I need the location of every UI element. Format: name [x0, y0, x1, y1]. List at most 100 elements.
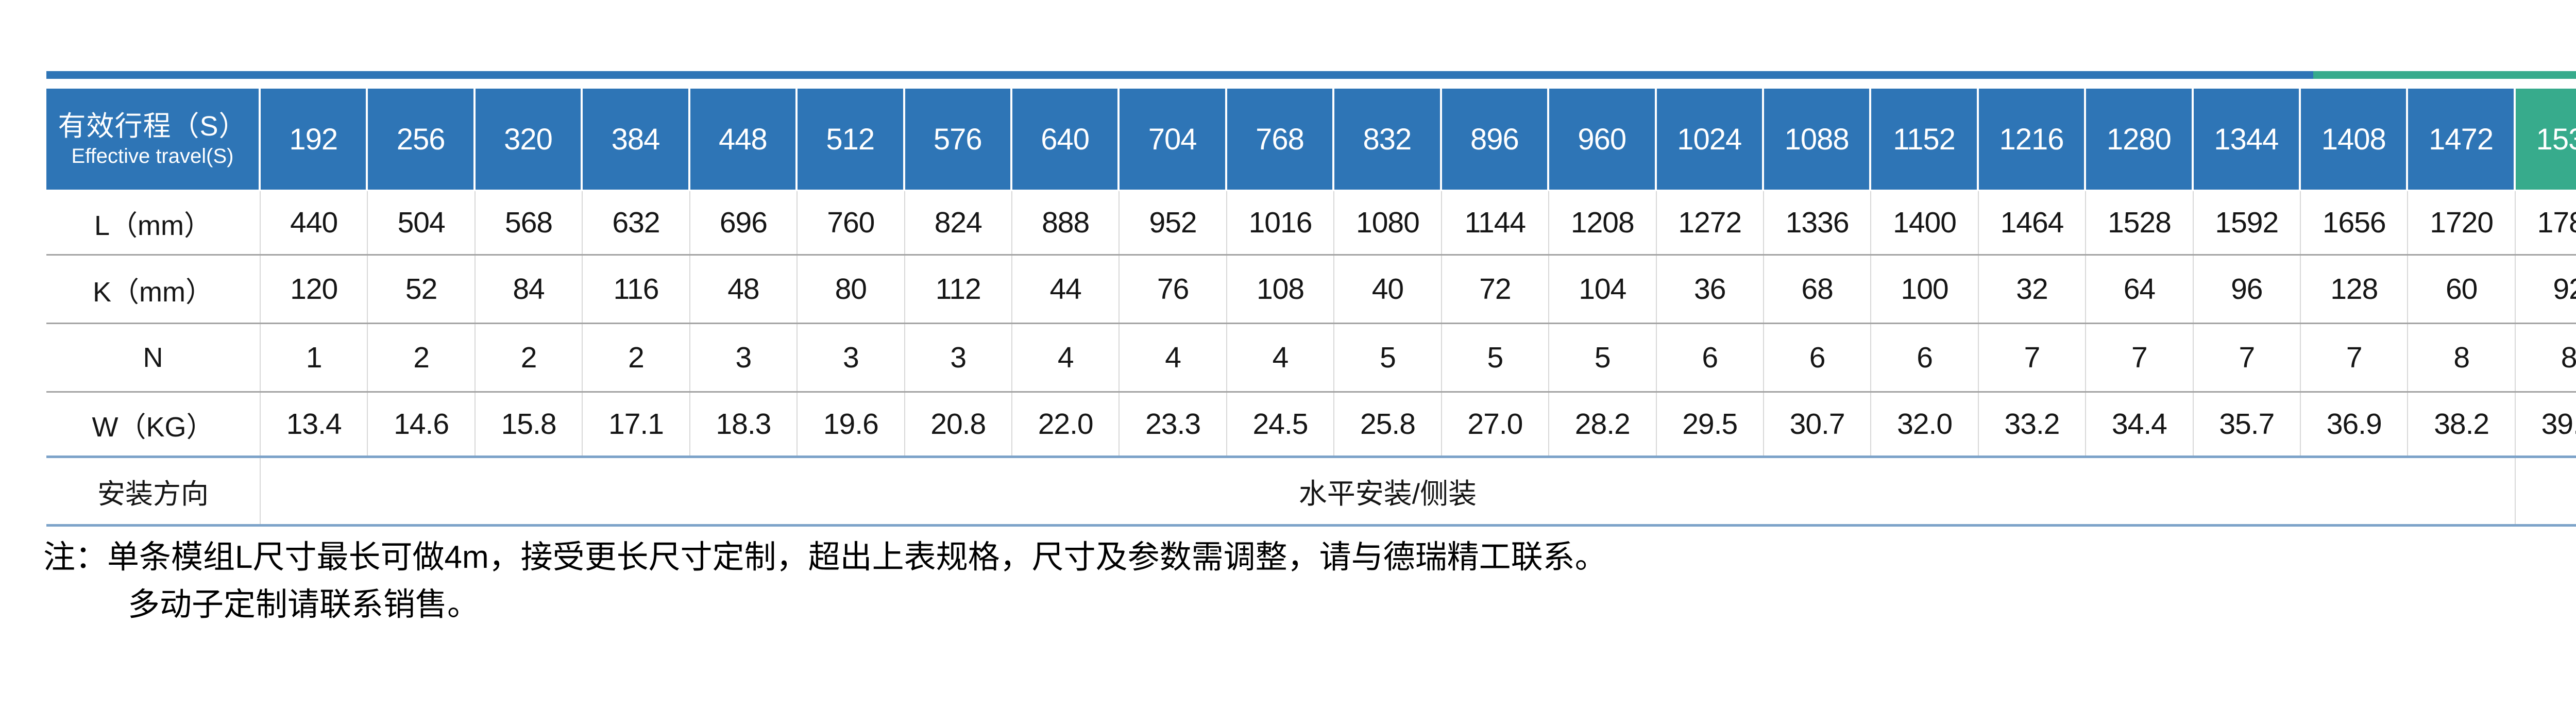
- header-label-zh: 有效行程（S）: [58, 110, 247, 142]
- cell-k-mm-704: 76: [1120, 256, 1227, 323]
- cell-n-1024: 6: [1656, 324, 1764, 391]
- cell-n-1280: 7: [2086, 324, 2194, 391]
- divider-strip-green: [2313, 71, 2576, 79]
- cell-k-mm-1152: 100: [1871, 256, 1979, 323]
- cell-n-1216: 7: [1978, 324, 2087, 391]
- mount-row: 安装方向 水平安装/侧装 侧装: [46, 458, 2576, 527]
- cell-w-kg-896: 27.0: [1442, 393, 1550, 456]
- cell-k-mm-1408: 128: [2301, 256, 2409, 323]
- header-cell-1088: 1088: [1764, 89, 1872, 190]
- header-cell-576: 576: [905, 89, 1012, 190]
- mount-cell-side: 侧装: [2515, 458, 2576, 524]
- cell-w-kg-1472: 38.2: [2408, 393, 2516, 456]
- cell-n-832: 5: [1334, 324, 1442, 391]
- table-row-w-kg: W（KG） 13.4 14.6 15.8 17.1 18.3 19.6 20.8 22.0 23.…: [46, 391, 2576, 458]
- cell-w-kg-320: 15.8: [475, 393, 583, 456]
- header-row: 有效行程（S） Effective travel(S) 192 256 320 384…: [46, 89, 2576, 190]
- cell-w-kg-192: 13.4: [261, 393, 368, 456]
- cell-n-192: 1: [261, 324, 368, 391]
- divider-strip-blue: [46, 71, 2313, 79]
- spec-table: 有效行程（S） Effective travel(S) 192 256 320 384…: [46, 89, 2576, 527]
- cell-n-640: 4: [1012, 324, 1120, 391]
- header-cell-1280: 1280: [2086, 89, 2194, 190]
- cell-l-mm-896: 1144: [1442, 191, 1550, 254]
- cell-k-mm-384: 116: [583, 256, 690, 323]
- cell-n-1472: 8: [2408, 324, 2516, 391]
- cell-k-mm-768: 108: [1227, 256, 1335, 323]
- cell-n-1088: 6: [1764, 324, 1872, 391]
- cell-n-448: 3: [690, 324, 798, 391]
- cell-n-1536: 8: [2515, 324, 2576, 391]
- header-cell-1024: 1024: [1656, 89, 1764, 190]
- row-label-w-kg: W（KG）: [46, 393, 261, 456]
- cell-w-kg-384: 17.1: [583, 393, 690, 456]
- cell-l-mm-1088: 1336: [1764, 191, 1872, 254]
- cell-l-mm-192: 440: [261, 191, 368, 254]
- cell-n-576: 3: [905, 324, 1012, 391]
- cell-l-mm-576: 824: [905, 191, 1012, 254]
- cell-n-1408: 7: [2301, 324, 2409, 391]
- cell-k-mm-576: 112: [905, 256, 1012, 323]
- cell-w-kg-1536: 39.4: [2515, 393, 2576, 456]
- cell-l-mm-1472: 1720: [2408, 191, 2516, 254]
- cell-n-512: 3: [798, 324, 905, 391]
- cell-l-mm-832: 1080: [1334, 191, 1442, 254]
- header-cell-896: 896: [1442, 89, 1550, 190]
- cell-w-kg-960: 28.2: [1549, 393, 1657, 456]
- cell-n-704: 4: [1120, 324, 1227, 391]
- cell-l-mm-448: 696: [690, 191, 798, 254]
- cell-k-mm-1280: 64: [2086, 256, 2194, 323]
- cell-l-mm-384: 632: [583, 191, 690, 254]
- cell-w-kg-1344: 35.7: [2193, 393, 2301, 456]
- header-cell-960: 960: [1549, 89, 1657, 190]
- cell-n-1344: 7: [2193, 324, 2301, 391]
- header-cell-448: 448: [690, 89, 798, 190]
- mount-cell-horizontal: 水平安装/侧装: [261, 458, 2516, 524]
- cell-n-256: 2: [368, 324, 476, 391]
- cell-l-mm-768: 1016: [1227, 191, 1335, 254]
- cell-l-mm-1024: 1272: [1656, 191, 1764, 254]
- cell-w-kg-1408: 36.9: [2301, 393, 2409, 456]
- cell-w-kg-704: 23.3: [1120, 393, 1227, 456]
- header-cell-1472: 1472: [2408, 89, 2516, 190]
- cell-w-kg-256: 14.6: [368, 393, 476, 456]
- cell-n-896: 5: [1442, 324, 1550, 391]
- header-cell-1152: 1152: [1871, 89, 1979, 190]
- table-row-n: N12223334445556667777888999: [46, 323, 2576, 391]
- cell-k-mm-192: 120: [261, 256, 368, 323]
- cell-w-kg-1152: 32.0: [1871, 393, 1979, 456]
- cell-l-mm-640: 888: [1012, 191, 1120, 254]
- table-row-k-mm: K（mm） 120 52 84 116 48 80 112 44 76 108 40 72 104 36 68…: [46, 254, 2576, 323]
- cell-l-mm-1536: 1784: [2515, 191, 2576, 254]
- header-cell-512: 512: [798, 89, 905, 190]
- cell-n-1152: 6: [1871, 324, 1979, 391]
- cell-w-kg-640: 22.0: [1012, 393, 1120, 456]
- cell-w-kg-1024: 29.5: [1656, 393, 1764, 456]
- cell-l-mm-1152: 1400: [1871, 191, 1979, 254]
- cell-l-mm-1216: 1464: [1978, 191, 2087, 254]
- header-cell-768: 768: [1227, 89, 1335, 190]
- cell-l-mm-320: 568: [475, 191, 583, 254]
- cell-l-mm-256: 504: [368, 191, 476, 254]
- table-body: L（mm） 440 504 568 632 696 760 824 888 952 1016 1080…: [46, 191, 2576, 458]
- row-label-l-mm: L（mm）: [46, 191, 261, 254]
- header-cell-640: 640: [1012, 89, 1120, 190]
- cell-n-320: 2: [475, 324, 583, 391]
- row-label-n: N: [46, 324, 261, 391]
- cell-w-kg-512: 19.6: [798, 393, 905, 456]
- note-line-1: 注：单条模组L尺寸最长可做4m，接受更长尺寸定制，超出上表规格，尺寸及参数需调整…: [43, 540, 1607, 575]
- cell-k-mm-1472: 60: [2408, 256, 2516, 323]
- cell-k-mm-512: 80: [798, 256, 905, 323]
- header-cell-1536: 1536: [2515, 89, 2576, 190]
- row-label-k-mm: K（mm）: [46, 256, 261, 323]
- header-cell-1408: 1408: [2301, 89, 2409, 190]
- cell-k-mm-960: 104: [1549, 256, 1657, 323]
- header-cell-320: 320: [475, 89, 583, 190]
- header-cell-384: 384: [583, 89, 690, 190]
- cell-k-mm-1088: 68: [1764, 256, 1872, 323]
- cell-k-mm-640: 44: [1012, 256, 1120, 323]
- header-cell-832: 832: [1334, 89, 1442, 190]
- divider-strip: [46, 71, 2576, 79]
- cell-k-mm-1216: 32: [1978, 256, 2087, 323]
